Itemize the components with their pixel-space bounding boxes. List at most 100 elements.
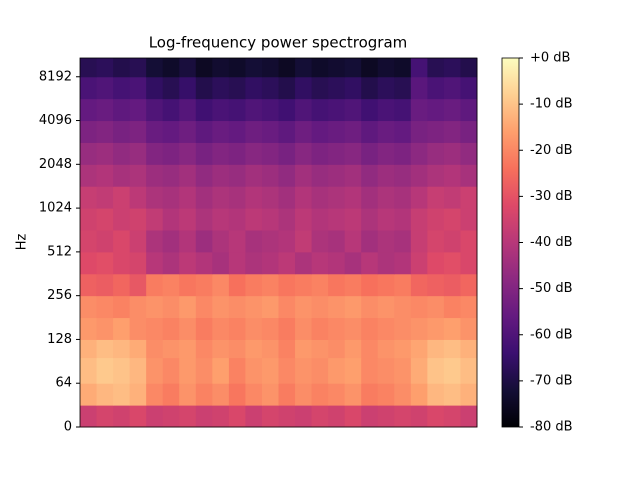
spectrogram-cell	[113, 339, 131, 359]
spectrogram-cell	[394, 317, 412, 340]
spectrogram-cell	[394, 120, 412, 143]
spectrogram-cell	[212, 120, 230, 143]
spectrogram-cell	[460, 76, 478, 100]
spectrogram-cell	[212, 76, 230, 100]
spectrogram-cell	[179, 357, 197, 384]
spectrogram-cell	[443, 405, 461, 428]
spectrogram-cell	[80, 339, 98, 359]
y-tick-label: 64	[55, 376, 72, 391]
spectrogram-cell	[162, 208, 180, 231]
spectrogram-cell	[344, 339, 362, 359]
spectrogram-cell	[377, 120, 395, 143]
colorbar-tick-label: -10 dB	[530, 97, 573, 112]
spectrogram-cell	[361, 273, 379, 297]
spectrogram-cell	[212, 98, 230, 122]
spectrogram-cell	[460, 208, 478, 231]
spectrogram-cell	[410, 208, 428, 231]
spectrogram-cell	[146, 357, 164, 384]
spectrogram-cell	[261, 120, 279, 143]
spectrogram-cell	[377, 208, 395, 231]
spectrogram-cell	[410, 142, 428, 165]
spectrogram-cell	[344, 405, 362, 428]
spectrogram-cell	[460, 142, 478, 165]
spectrogram-cell	[80, 98, 98, 122]
spectrogram-cell	[179, 229, 197, 253]
spectrogram-cell	[80, 208, 98, 231]
spectrogram-cell	[295, 273, 313, 297]
spectrogram-cell	[311, 164, 329, 187]
spectrogram-cell	[129, 251, 147, 275]
spectrogram-cell	[129, 229, 147, 253]
spectrogram-cell	[361, 405, 379, 428]
spectrogram-cell	[228, 251, 246, 275]
spectrogram-cell	[113, 120, 131, 143]
spectrogram-cell	[443, 273, 461, 297]
spectrogram-cell	[394, 295, 412, 319]
spectrogram-cell	[113, 208, 131, 231]
spectrogram-cell	[443, 208, 461, 231]
spectrogram-cell	[410, 251, 428, 275]
spectrogram-cell	[427, 339, 445, 359]
colorbar-tick-label: -40 dB	[530, 235, 573, 250]
spectrogram-cell	[195, 208, 213, 231]
spectrogram-cell	[162, 58, 180, 78]
spectrogram-cell	[96, 186, 114, 209]
spectrogram-cell	[278, 208, 296, 231]
spectrogram-cell	[96, 120, 114, 143]
spectrogram-cell	[394, 142, 412, 165]
spectrogram-cell	[443, 251, 461, 275]
spectrogram-cell	[228, 229, 246, 253]
spectrogram-cell	[195, 186, 213, 209]
spectrogram-cell	[113, 229, 131, 253]
spectrogram-cell	[328, 98, 346, 122]
spectrogram-cell	[162, 142, 180, 165]
spectrogram-cell	[261, 164, 279, 187]
spectrogram-cell	[278, 317, 296, 340]
spectrogram-cell	[427, 317, 445, 340]
spectrogram-cell	[427, 186, 445, 209]
spectrogram-cell	[245, 186, 263, 209]
spectrogram-cell	[377, 357, 395, 384]
spectrogram-cell	[195, 405, 213, 428]
spectrogram-cell	[311, 98, 329, 122]
spectrogram-cell	[443, 383, 461, 406]
spectrogram-cell	[328, 58, 346, 78]
spectrogram-cell	[328, 186, 346, 209]
spectrogram-cell	[427, 405, 445, 428]
spectrogram-cell	[245, 120, 263, 143]
spectrogram-cell	[427, 251, 445, 275]
spectrogram-cell	[113, 295, 131, 319]
spectrogram-cell	[311, 208, 329, 231]
spectrogram-cell	[460, 295, 478, 319]
spectrogram-cell	[195, 98, 213, 122]
spectrogram-cell	[295, 120, 313, 143]
spectrogram-cell	[96, 317, 114, 340]
colorbar-tick-label: -80 dB	[530, 420, 573, 435]
spectrogram-cell	[410, 164, 428, 187]
spectrogram-cell	[261, 142, 279, 165]
y-tick-label: 1024	[39, 201, 72, 216]
spectrogram-cell	[179, 317, 197, 340]
spectrogram-cell	[129, 98, 147, 122]
spectrogram-cell	[278, 229, 296, 253]
spectrogram-cell	[377, 317, 395, 340]
spectrogram-cell	[113, 317, 131, 340]
spectrogram-cell	[377, 229, 395, 253]
spectrogram-cell	[460, 58, 478, 78]
spectrogram-cell	[146, 76, 164, 100]
spectrogram-cell	[146, 229, 164, 253]
spectrogram-cell	[245, 405, 263, 428]
spectrogram-cell	[261, 229, 279, 253]
colorbar-tick-label: -30 dB	[530, 189, 573, 204]
spectrogram-cell	[228, 142, 246, 165]
spectrogram-cell	[162, 164, 180, 187]
spectrogram-cell	[129, 186, 147, 209]
spectrogram-cell	[228, 317, 246, 340]
y-tick-label: 0	[64, 420, 72, 435]
spectrogram-cell	[311, 142, 329, 165]
spectrogram-cell	[344, 273, 362, 297]
spectrogram-cell	[129, 120, 147, 143]
spectrogram-cell	[129, 383, 147, 406]
spectrogram-cell	[295, 383, 313, 406]
spectrogram-cell	[80, 405, 98, 428]
